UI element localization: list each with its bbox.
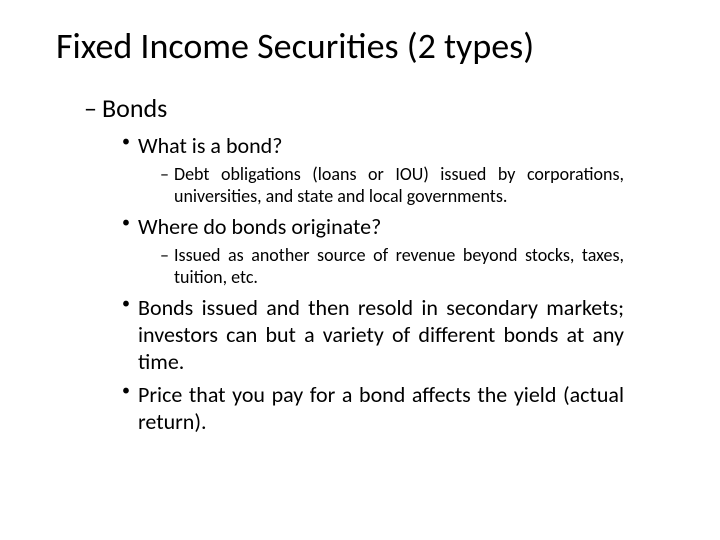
bullet-marker: • [122,213,138,240]
bullet-marker: • [122,381,138,435]
level2-text: What is a bond? [138,132,684,159]
level3-text: Debt obligations (loans or IOU) issued b… [174,163,624,207]
list-item-level3: – Debt obligations (loans or IOU) issued… [160,163,624,207]
list-item-level3: – Issued as another source of revenue be… [160,244,624,288]
level1-text: Bonds [102,92,684,124]
slide: Fixed Income Securities (2 types) – Bond… [0,0,720,540]
list-item-level2: • Where do bonds originate? [122,213,684,240]
dash-marker: – [84,92,102,124]
page-title: Fixed Income Securities (2 types) [56,24,684,68]
list-item-level2: • Price that you pay for a bond affects … [122,381,624,435]
dash-marker: – [160,244,174,288]
list-item-level2: • Bonds issued and then resold in second… [122,294,624,375]
level3-text: Issued as another source of revenue beyo… [174,244,624,288]
dash-marker: – [160,163,174,207]
bullet-marker: • [122,294,138,375]
list-item-level2: • What is a bond? [122,132,684,159]
level2-text: Bonds issued and then resold in secondar… [138,294,624,375]
level2-text: Where do bonds originate? [138,213,684,240]
bullet-marker: • [122,132,138,159]
level2-text: Price that you pay for a bond affects th… [138,381,624,435]
list-item-level1: – Bonds [84,92,684,124]
